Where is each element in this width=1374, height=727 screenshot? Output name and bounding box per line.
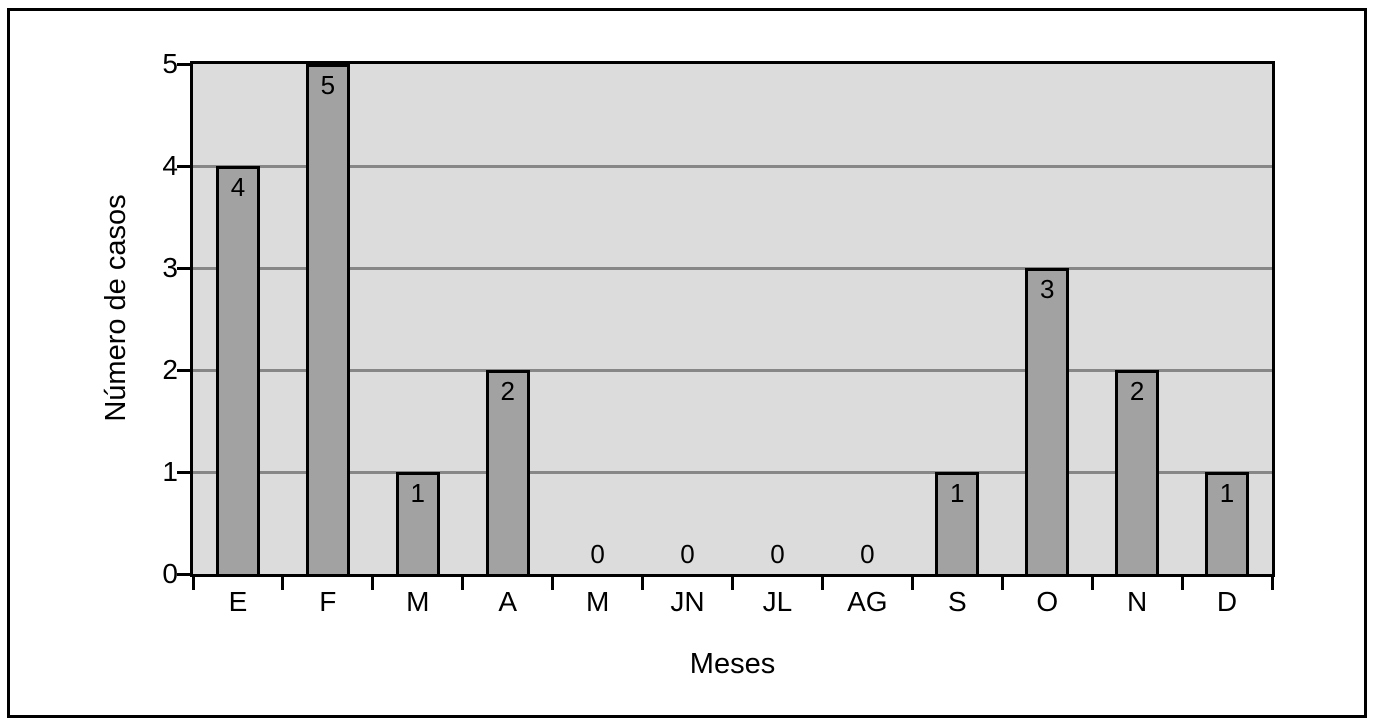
bar-value-label: 0 (680, 539, 695, 569)
x-axis-tick (461, 577, 465, 590)
bar-9-S: 1 (935, 472, 980, 574)
bar-value-label: 4 (230, 172, 246, 202)
y-axis-tick (177, 470, 190, 474)
bar-value-label: 0 (860, 539, 875, 569)
bar-value-label: 0 (590, 539, 605, 569)
bar-1-E: 4 (215, 166, 260, 574)
y-axis-tick (177, 62, 190, 66)
gridline-y-1 (193, 470, 1272, 474)
x-tick-label-JL: JL (762, 586, 793, 617)
x-tick-label-M: M (406, 586, 430, 617)
x-axis-title: Meses (689, 648, 776, 680)
bar-value-label: 0 (770, 539, 785, 569)
x-axis-tick (910, 577, 914, 590)
y-tick-label-2: 2 (162, 354, 178, 385)
x-axis-tick (1180, 577, 1184, 590)
y-tick-label-1: 1 (162, 456, 178, 487)
x-tick-label-AG: AG (847, 586, 888, 617)
y-axis-tick (177, 266, 190, 270)
gridline-y-4 (193, 164, 1272, 168)
x-tick-label-F: F (319, 586, 337, 617)
bar-value-label: 1 (950, 478, 965, 508)
x-axis-tick (1270, 577, 1274, 590)
y-tick-label-3: 3 (162, 252, 178, 283)
x-axis-tick (731, 577, 734, 590)
x-axis-tick (1090, 577, 1094, 590)
y-axis-title: Número de casos (100, 194, 132, 422)
x-tick-label-S: S (947, 586, 967, 617)
x-axis-tick (551, 577, 555, 590)
x-axis-tick (820, 577, 824, 590)
y-axis-tick (177, 164, 190, 168)
bar-value-label: 2 (1129, 376, 1145, 406)
y-tick-label-5: 5 (162, 48, 178, 79)
bar-3-M: 1 (395, 472, 440, 574)
bar-value-label: 3 (1039, 274, 1055, 304)
bar-11-N: 2 (1115, 370, 1160, 574)
x-tick-label-O: O (1036, 586, 1059, 617)
x-axis-tick (191, 577, 195, 590)
y-axis-tick (177, 572, 190, 576)
bar-4-A: 2 (485, 370, 530, 574)
x-axis-tick (371, 577, 375, 590)
chart-canvas: Número de casos 4 5 1 2 0 0 0 0 1 3 2 1 E F M A M JN JL AG… (10, 11, 1364, 715)
gridline-y-3 (193, 266, 1272, 270)
x-tick-label-N: N (1126, 586, 1148, 617)
bar-10-O: 3 (1025, 268, 1070, 574)
x-axis-tick (641, 577, 645, 590)
x-axis-tick (1000, 577, 1004, 590)
x-axis-tick (281, 577, 285, 590)
bar-value-label: 1 (410, 478, 426, 508)
gridline-y-2 (193, 368, 1272, 372)
bar-2-F: 5 (305, 64, 350, 574)
figure-frame: Número de casos 4 5 1 2 0 0 0 0 1 3 2 1 E F M A M JN JL AG… (7, 8, 1367, 718)
x-tick-label-E: E (228, 586, 248, 617)
y-tick-label-0: 0 (162, 558, 178, 589)
x-tick-label-D: D (1216, 586, 1238, 617)
x-tick-label-M: M (585, 586, 610, 617)
bar-value-label: 1 (1219, 478, 1235, 508)
x-tick-label-JN: JN (670, 586, 705, 617)
bar-value-label: 5 (320, 70, 336, 100)
plot-area: 4 5 1 2 0 0 0 0 1 3 2 1 (190, 61, 1275, 577)
bar-12-D: 1 (1205, 472, 1250, 574)
y-axis-tick (177, 368, 190, 372)
x-tick-label-A: A (498, 586, 518, 617)
y-tick-label-4: 4 (162, 150, 178, 181)
bar-value-label: 2 (500, 376, 515, 406)
